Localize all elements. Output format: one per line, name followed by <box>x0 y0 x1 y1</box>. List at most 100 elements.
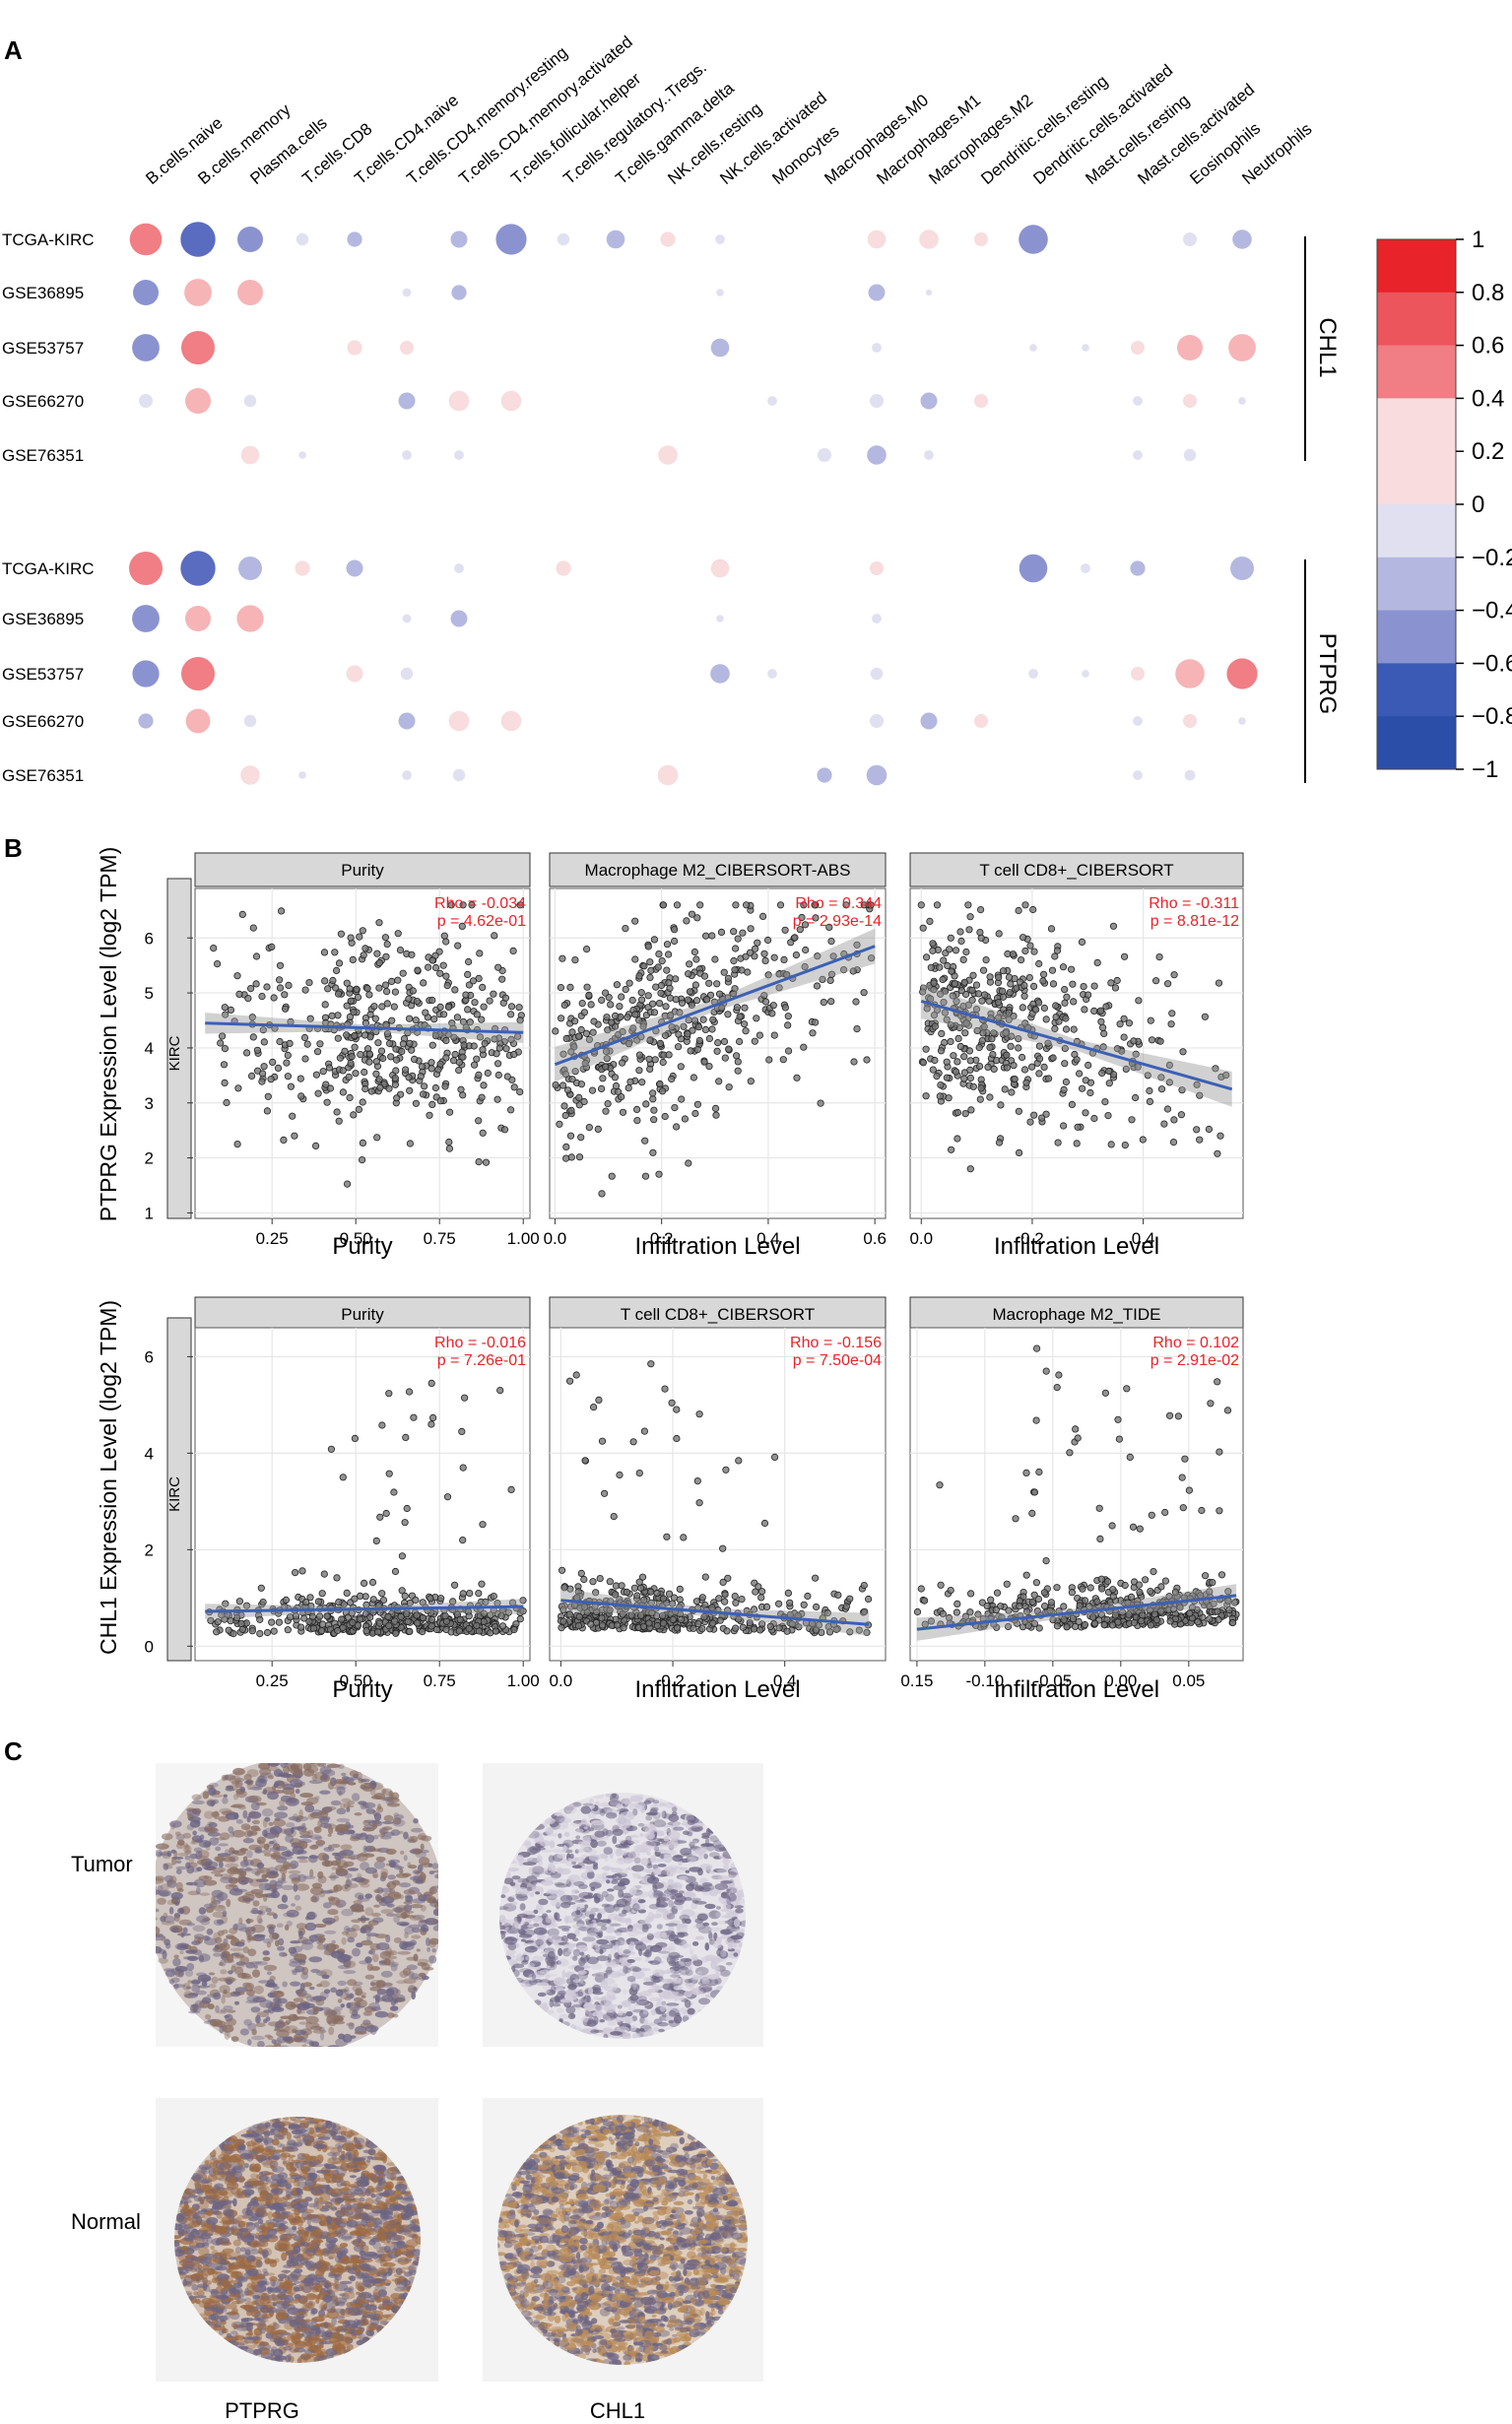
scatter-point <box>730 928 738 936</box>
ihc-cell <box>364 2024 379 2033</box>
scatter-point <box>475 1117 483 1125</box>
scatter-point <box>962 948 970 956</box>
scatter-point <box>1053 1584 1061 1592</box>
scatter-point <box>1039 977 1047 985</box>
scatter-point <box>746 949 755 956</box>
scatter-point <box>580 1097 588 1106</box>
scatter-point <box>351 1031 359 1040</box>
scatter-point <box>1196 1136 1204 1144</box>
ihc-cell <box>399 1940 409 1950</box>
scatter-point <box>665 979 673 987</box>
ihc-cell <box>330 1800 342 1806</box>
colorbar-segment-4 <box>1377 398 1456 452</box>
scatter-point <box>1005 1009 1013 1016</box>
x-tick-label-2-2-1: 0.0 <box>550 1671 573 1690</box>
scatter-point <box>284 1626 292 1634</box>
bubble-ptprg-r1-c18 <box>1019 554 1048 583</box>
scatter-point <box>642 1100 650 1108</box>
scatter-point <box>441 1612 449 1620</box>
ihc-cell <box>412 1869 421 1874</box>
scatter-point <box>338 1615 346 1623</box>
ihc-cell <box>302 1982 312 1988</box>
scatter-point <box>1028 1509 1036 1518</box>
scatter-point <box>323 1612 331 1620</box>
scatter-point <box>347 997 355 1005</box>
ihc-cell <box>226 1935 237 1940</box>
scatter-point <box>1069 980 1077 988</box>
ihc-cell <box>185 1881 194 1885</box>
ihc-cell <box>400 1850 405 1855</box>
scatter-point <box>977 1084 985 1092</box>
ihc-cell <box>219 1862 224 1868</box>
scatter-point <box>977 934 985 942</box>
ihc-cell <box>251 2028 257 2036</box>
ihc-cell <box>250 1802 260 1811</box>
x-tick-label-1-3-3: 0.4 <box>1132 1229 1155 1248</box>
scatter-point <box>812 914 820 922</box>
ihc-cell <box>212 1992 222 2000</box>
scatter-point <box>1022 1469 1030 1477</box>
scatter-point <box>635 1016 643 1024</box>
ihc-cell <box>222 1797 229 1804</box>
scatter-point <box>917 1585 925 1593</box>
scatter-point <box>356 1592 364 1601</box>
scatter-point <box>1142 1576 1150 1584</box>
ihc-cell <box>361 1778 370 1783</box>
bubble-chl1-r2-c3 <box>237 280 263 305</box>
ihc-cell <box>336 1807 347 1815</box>
scatter-point <box>640 1596 648 1604</box>
scatter-point <box>305 978 313 987</box>
scatter-point <box>1128 1116 1136 1124</box>
scatter-point <box>1042 1015 1050 1023</box>
scatter-point <box>445 1108 454 1116</box>
bubble-chl1-r2-c16 <box>925 289 933 296</box>
scatter-point <box>282 1596 290 1605</box>
scatter-point <box>227 1006 234 1015</box>
scatter-point <box>1136 1525 1144 1533</box>
scatter-point <box>577 1569 585 1578</box>
bubble-ptprg-r5-c14 <box>817 767 832 783</box>
ihc-cell <box>331 1860 339 1867</box>
scatter-point <box>1096 1007 1105 1015</box>
ihc-cell <box>415 1879 425 1884</box>
ihc-cell <box>365 1808 375 1814</box>
scatter-point <box>974 1610 982 1618</box>
scatter-point <box>819 975 826 984</box>
scatter-point <box>867 901 875 909</box>
scatter-point <box>630 1584 639 1592</box>
scatter-point <box>339 1623 347 1632</box>
scatter-point <box>992 1605 1000 1614</box>
ihc-cell <box>312 2029 327 2034</box>
scatter-point <box>986 1043 994 1052</box>
scatter-point <box>693 1100 702 1108</box>
scatter-point <box>1170 1116 1178 1124</box>
bubble-ptprg-r4-c20 <box>1133 716 1143 726</box>
ihc-cell <box>432 1869 438 1873</box>
scatter-point <box>1034 1595 1043 1604</box>
ihc-cell <box>563 1831 570 1837</box>
scatter-point <box>234 1084 242 1092</box>
scatter-point <box>1207 1400 1215 1408</box>
scatter-point <box>367 1087 375 1095</box>
scatter-point <box>645 1619 653 1627</box>
bubble-chl1-r4-c2 <box>185 388 211 414</box>
ihc-cell <box>389 2005 399 2012</box>
scatter-point <box>296 1075 304 1082</box>
scatter-point <box>1060 1603 1068 1610</box>
x-axis-title-2-2: Infiltration Level <box>634 1676 800 1703</box>
scatter-point <box>640 1427 649 1435</box>
ihc-cell <box>203 2020 212 2024</box>
ihc-cell <box>347 1979 358 1987</box>
ihc-cell <box>382 1788 393 1797</box>
scatter-point <box>663 966 671 974</box>
ihc-cell <box>247 1795 262 1803</box>
scatter-point <box>332 984 340 992</box>
scatter-point <box>582 1029 591 1037</box>
scatter-point <box>372 1070 380 1078</box>
scatter-point <box>1053 1384 1061 1392</box>
scatter-point <box>747 1078 755 1085</box>
scatter-point <box>1007 980 1015 988</box>
ihc-cell <box>249 1830 258 1836</box>
x-axis-title-1-1: Purity <box>332 1233 392 1260</box>
scatter-point <box>470 1042 478 1050</box>
